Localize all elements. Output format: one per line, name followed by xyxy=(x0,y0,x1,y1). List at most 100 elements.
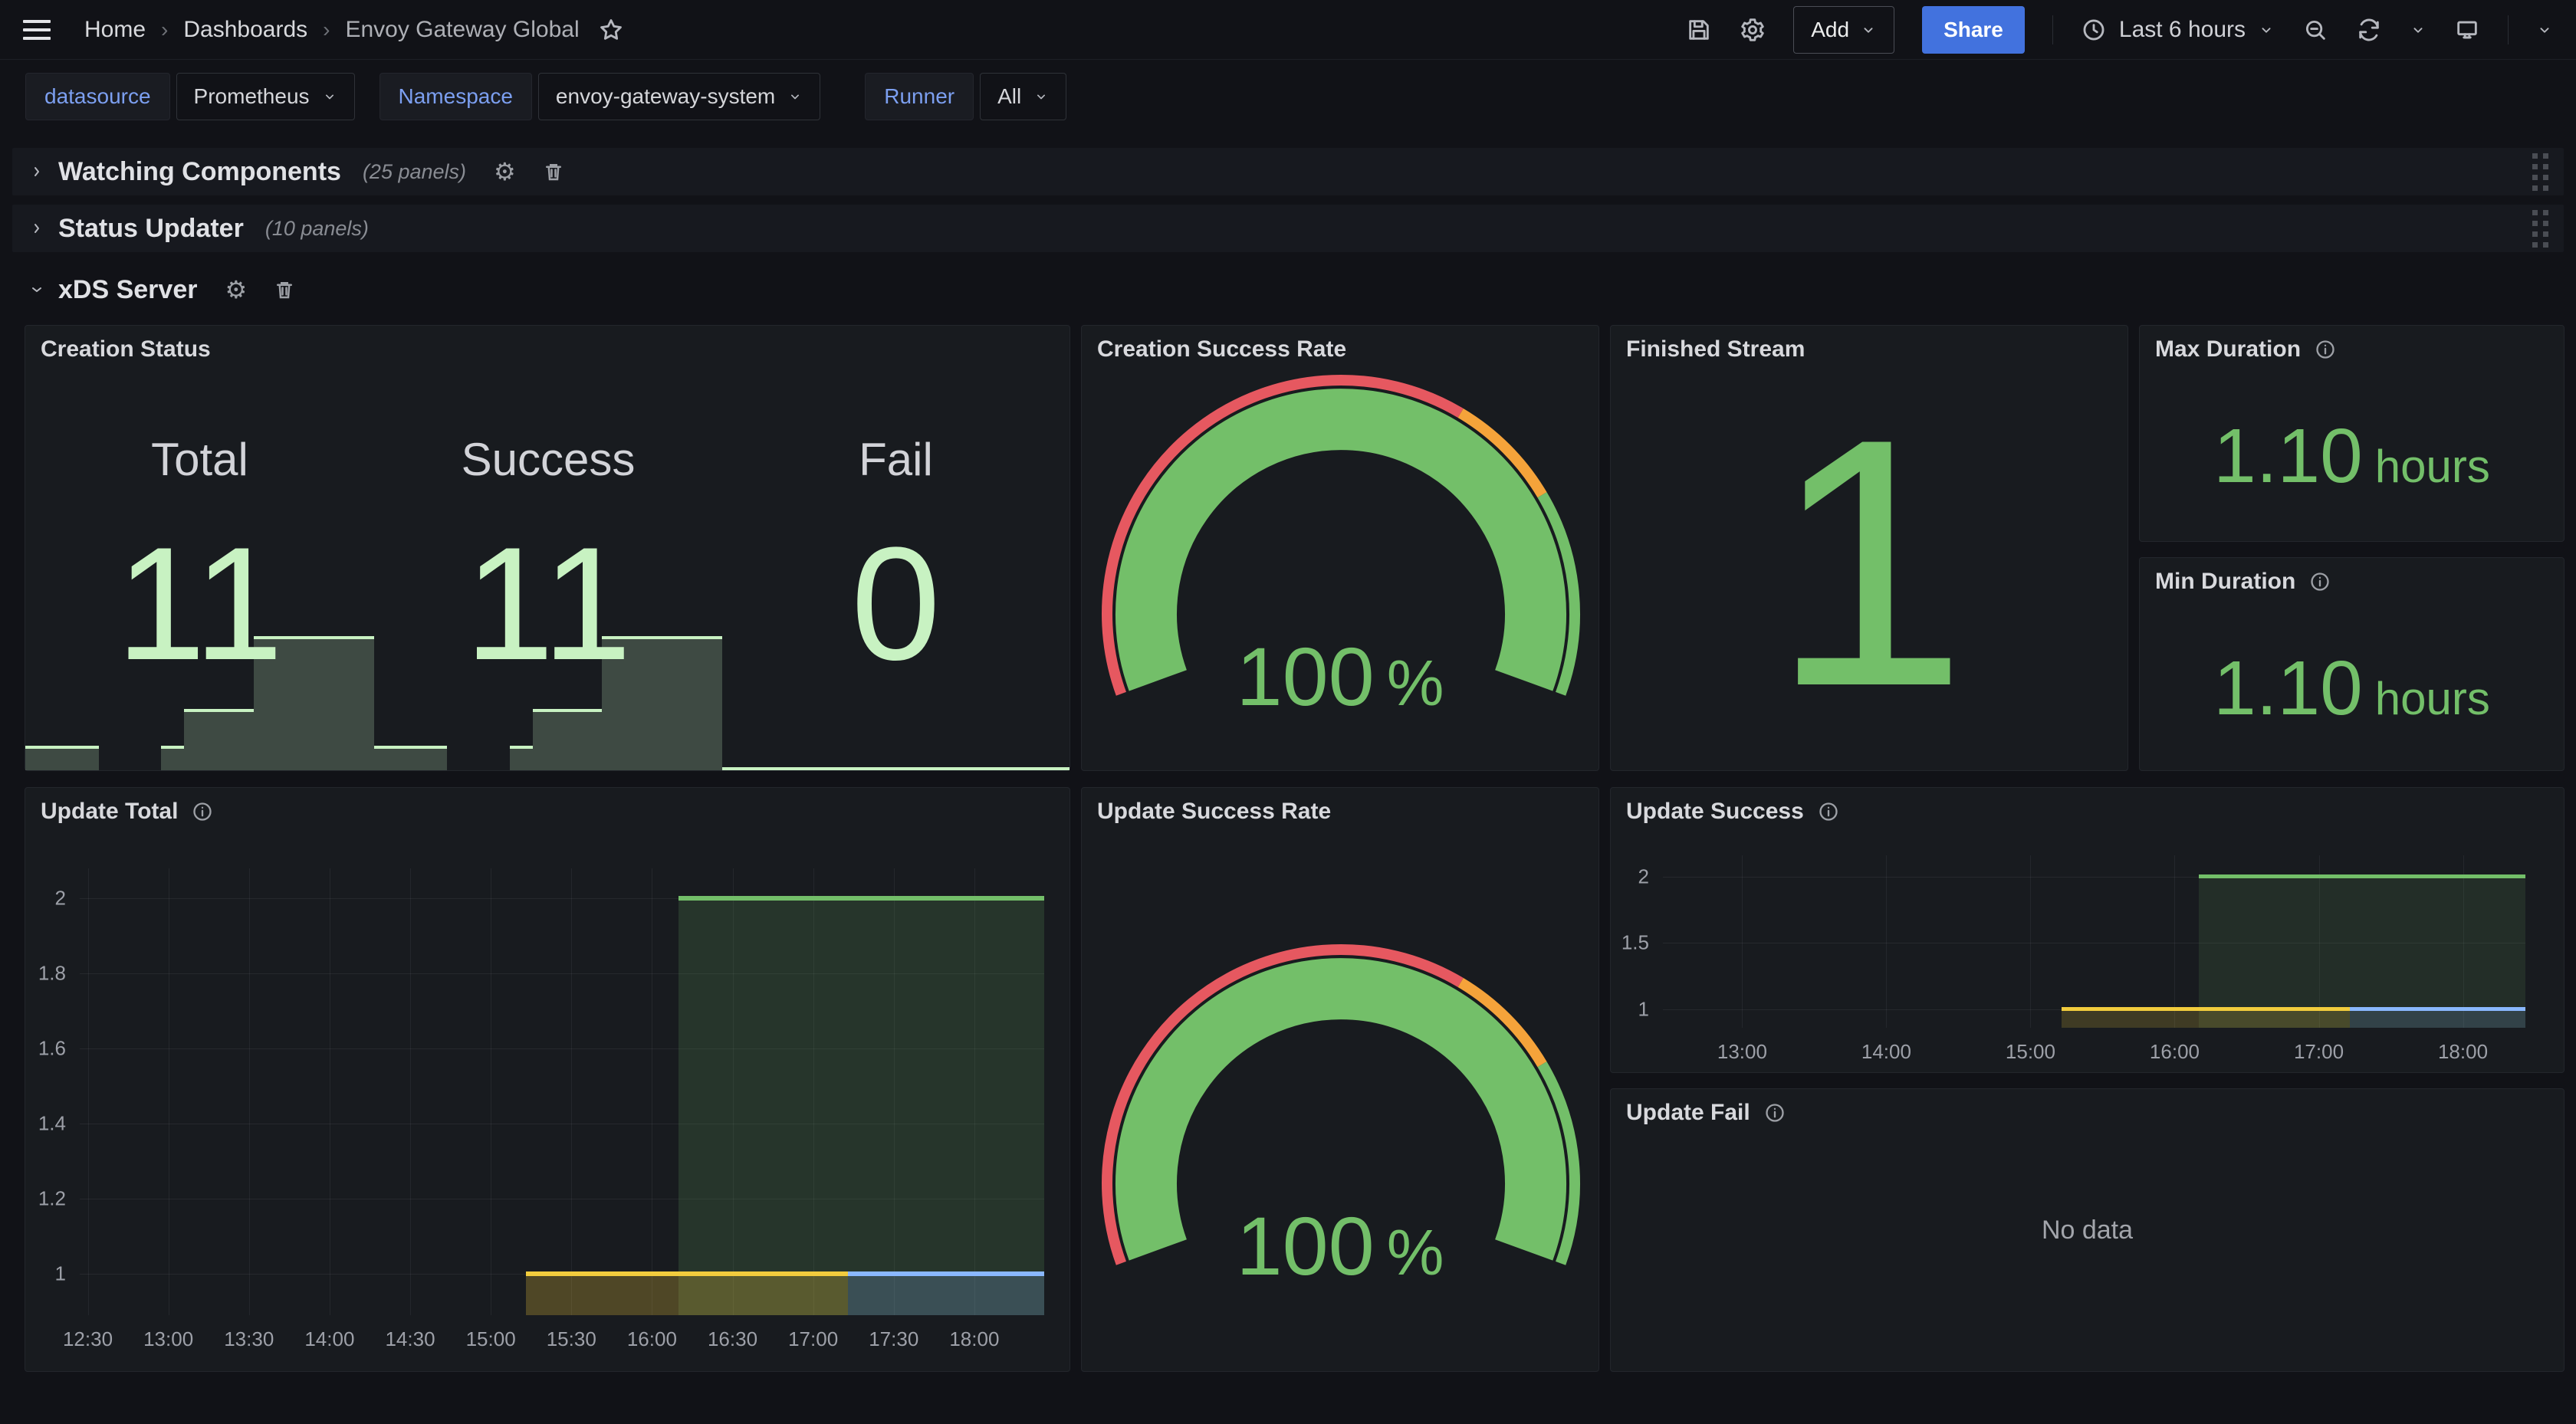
series-line-series-1 xyxy=(678,896,1044,901)
x-axis-tick-label: 17:30 xyxy=(869,1327,919,1350)
variable-runner-value[interactable]: All xyxy=(980,73,1067,120)
panel-finished-stream[interactable]: Finished Stream 1 xyxy=(1610,325,2128,771)
panel-creation-status[interactable]: Creation Status Total 11 Success 11 Fail… xyxy=(25,325,1070,771)
y-axis-tick-label: 1.6 xyxy=(38,1036,66,1060)
panel-update-success-rate[interactable]: Update Success Rate 100 % xyxy=(1081,787,1599,1372)
panel-title[interactable]: Update Total xyxy=(41,799,213,825)
variable-datasource-value[interactable]: Prometheus xyxy=(176,73,355,120)
variable-namespace-label[interactable]: Namespace xyxy=(379,73,532,120)
panel-title[interactable]: Update Fail xyxy=(1626,1100,1786,1126)
panel-title-text: Max Duration xyxy=(2155,336,2302,362)
variable-datasource-label[interactable]: datasource xyxy=(25,73,170,120)
row-xds-server[interactable]: xDS Server ⚙ xyxy=(12,270,2564,310)
series-fill-series-1 xyxy=(2198,876,2525,1028)
chevron-down-icon xyxy=(28,281,46,299)
row-settings-gear-icon[interactable]: ⚙ xyxy=(225,276,248,304)
zoom-out-time-icon[interactable] xyxy=(2302,17,2328,43)
row-title[interactable]: Status Updater xyxy=(58,213,244,243)
panel-title[interactable]: Update Success xyxy=(1626,799,1839,825)
gauge-arc xyxy=(1457,977,1547,1068)
panel-update-success[interactable]: Update Success 1 1.5 2 13:00 14:00 15:00 16:00… xyxy=(1610,787,2564,1073)
info-icon[interactable] xyxy=(192,801,213,822)
timeseries-plot[interactable]: 1 1.2 1.4 1.6 1.8 2 12:30 13:00 13:30 14:00 14:30 1… xyxy=(38,868,1044,1350)
panel-title[interactable]: Creation Success Rate xyxy=(1097,336,1346,363)
panel-title-text: Update Success xyxy=(1626,799,1804,824)
stat-value: 1.10 hours xyxy=(2140,418,2564,494)
collapse-navbar-chevron-icon[interactable] xyxy=(2536,21,2553,38)
x-axis-tick-label: 14:30 xyxy=(385,1327,435,1350)
row-title[interactable]: Watching Components xyxy=(58,156,341,186)
row-title[interactable]: xDS Server xyxy=(58,274,198,304)
breadcrumb-dashboards[interactable]: Dashboards xyxy=(183,16,308,42)
favorite-star-icon[interactable] xyxy=(598,17,624,43)
share-button[interactable]: Share xyxy=(1922,5,2025,54)
stat-total: Total 11 xyxy=(25,326,374,770)
row-settings-gear-icon[interactable]: ⚙ xyxy=(494,158,516,185)
stat-sparkline xyxy=(25,636,374,770)
share-button-label: Share xyxy=(1944,17,2003,41)
add-button[interactable]: Add xyxy=(1793,5,1895,54)
kiosk-tv-icon[interactable] xyxy=(2454,17,2480,43)
panel-max-duration[interactable]: Max Duration 1.10 hours xyxy=(2139,325,2564,542)
variable-runner-label[interactable]: Runner xyxy=(865,73,974,120)
refresh-icon[interactable] xyxy=(2356,17,2382,43)
row-drag-handle[interactable] xyxy=(2532,209,2548,248)
gauge-value: 100 % xyxy=(1082,635,1598,718)
grid-line-vertical xyxy=(248,868,250,1315)
refresh-interval-chevron-icon[interactable] xyxy=(2410,21,2426,38)
gauge-value: 100 % xyxy=(1082,1205,1598,1288)
row-watching-components[interactable]: Watching Components (25 panels) ⚙ xyxy=(12,148,2564,195)
row-status-updater[interactable]: Status Updater (10 panels) xyxy=(12,205,2564,252)
menu-toggle-icon[interactable] xyxy=(23,19,51,40)
series-line-series-1 xyxy=(2198,874,2525,879)
panel-title[interactable]: Finished Stream xyxy=(1626,336,1805,363)
variable-datasource: datasource Prometheus xyxy=(25,73,355,120)
info-icon[interactable] xyxy=(1764,1102,1786,1124)
variable-namespace-value[interactable]: envoy-gateway-system xyxy=(537,73,821,120)
timeseries-plot[interactable]: 1 1.5 2 13:00 14:00 15:00 16:00 17:00 18:00 xyxy=(1622,855,2525,1063)
panel-title[interactable]: Creation Status xyxy=(41,336,211,363)
gauge-arc xyxy=(1116,389,1566,691)
panel-title[interactable]: Min Duration xyxy=(2155,569,2331,595)
top-nav: Home › Dashboards › Envoy Gateway Global… xyxy=(0,0,2576,60)
breadcrumb-home[interactable]: Home xyxy=(84,16,146,42)
panel-update-fail[interactable]: Update Fail No data xyxy=(1610,1088,2564,1372)
panel-title[interactable]: Update Success Rate xyxy=(1097,799,1331,825)
stat-value: 0 xyxy=(851,513,941,694)
sparkline-segment xyxy=(374,746,448,770)
row-delete-trash-icon[interactable] xyxy=(542,160,565,183)
x-axis-tick-label: 15:00 xyxy=(465,1327,516,1350)
series-fill-series-2 xyxy=(525,1274,849,1315)
grid-line-vertical xyxy=(813,868,814,1315)
info-icon[interactable] xyxy=(2309,571,2331,592)
gauge-arc xyxy=(1537,492,1580,696)
breadcrumb-current-dashboard[interactable]: Envoy Gateway Global xyxy=(345,16,580,42)
gauge xyxy=(1096,361,1586,760)
gauge-arc xyxy=(1457,408,1547,498)
panel-title[interactable]: Max Duration xyxy=(2155,336,2336,363)
stat-value: 11 xyxy=(116,513,284,694)
x-axis-tick-label: 16:00 xyxy=(2149,1040,2200,1063)
y-axis-tick-label: 1 xyxy=(54,1262,66,1285)
sparkline-segment xyxy=(161,746,184,770)
info-icon[interactable] xyxy=(1818,801,1839,822)
grid-line-vertical xyxy=(2174,855,2176,1028)
info-icon[interactable] xyxy=(2315,339,2336,360)
gauge-arc xyxy=(1102,944,1464,1265)
row-delete-trash-icon[interactable] xyxy=(273,278,296,301)
grid-line-horizontal xyxy=(80,973,1044,975)
row-drag-handle[interactable] xyxy=(2532,153,2548,191)
panel-title-text: Creation Status xyxy=(41,336,211,362)
panel-update-total[interactable]: Update Total 1 1.2 1.4 1.6 1.8 2 12:30 13:00 13:… xyxy=(25,787,1070,1372)
grid-line-horizontal xyxy=(80,1048,1044,1050)
gauge-value-unit: % xyxy=(1386,1216,1444,1288)
panel-creation-success-rate[interactable]: Creation Success Rate 100 % xyxy=(1081,325,1599,771)
grid-line-horizontal xyxy=(80,898,1044,900)
dashboard-settings-gear-icon[interactable] xyxy=(1740,17,1766,43)
time-range-picker[interactable]: Last 6 hours xyxy=(2081,17,2275,43)
panel-title-text: Update Success Rate xyxy=(1097,799,1332,824)
variable-namespace-selected: envoy-gateway-system xyxy=(555,84,776,108)
panel-title-text: Update Total xyxy=(41,799,179,824)
save-dashboard-icon[interactable] xyxy=(1686,17,1712,43)
panel-min-duration[interactable]: Min Duration 1.10 hours xyxy=(2139,557,2564,771)
